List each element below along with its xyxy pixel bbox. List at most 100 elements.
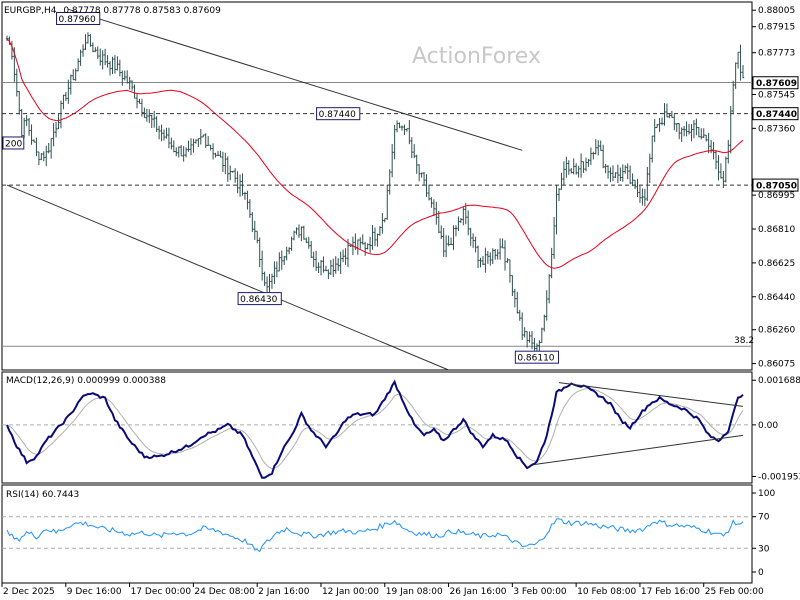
ohlc-bar [403, 124, 406, 135]
rsi-panel: RSI(14) 60.7443 100 70 30 0 [2, 489, 775, 578]
ohlc-bar [317, 262, 320, 274]
ohlc-bar [148, 109, 151, 124]
ohlc-bar [719, 163, 723, 179]
ohlc-bar [702, 128, 705, 139]
ohlc-bar [322, 256, 325, 273]
ohlc-bar [707, 132, 710, 154]
ohlc-bar [459, 218, 463, 223]
price-annotation: 200 [2, 136, 25, 150]
ohlc-bar [641, 188, 644, 206]
ohlc-bar [292, 230, 296, 241]
ohlc-bar [695, 118, 698, 136]
ohlc-bar [521, 312, 524, 340]
ohlc-bar [442, 227, 445, 257]
ohlc-bar [427, 184, 431, 201]
ohlc-bar [538, 340, 541, 352]
ohlc-bar [550, 247, 553, 279]
ohlc-bar [59, 100, 63, 129]
ohlc-bar [420, 172, 423, 178]
ohlc-bar [42, 151, 45, 162]
ohlc-bar [216, 150, 220, 157]
macd-panel: MACD(12,26,9) 0.000999 0.000388 0.001688 0… [2, 376, 800, 482]
ohlc-bar [361, 234, 364, 245]
ohlc-bar [121, 70, 124, 86]
ohlc-bar [324, 265, 328, 272]
ohlc-bar [40, 153, 43, 161]
ohlc-bar [533, 338, 536, 351]
ohlc-bar [332, 258, 335, 278]
ohlc-bar [206, 136, 210, 146]
ohlc-bar [251, 212, 254, 233]
ohlc-bar [126, 70, 129, 84]
ohlc-bar [584, 157, 588, 172]
price-tag-box [752, 178, 799, 192]
ohlc-bar [91, 42, 95, 53]
ohlc-bar [528, 331, 531, 343]
ohlc-bar [378, 226, 382, 236]
ohlc-bar [599, 140, 602, 151]
ohlc-bar [655, 124, 659, 129]
ohlc-bar [540, 327, 544, 344]
price-tick-label: 0.86810 [758, 225, 795, 235]
ohlc-bar [155, 116, 158, 133]
ohlc-bar [398, 122, 401, 129]
ohlc-bar [187, 140, 190, 152]
ohlc-bar [560, 172, 563, 190]
ohlc-bar [337, 258, 340, 271]
ohlc-bar [265, 276, 269, 292]
ohlc-bar [491, 248, 494, 265]
ohlc-values: 0.87778 0.87778 0.87583 0.87609 [63, 6, 221, 16]
ohlc-bar [182, 146, 185, 162]
ohlc-bar [525, 331, 529, 348]
ohlc-bar [511, 275, 514, 297]
macd-line [6, 379, 744, 479]
ohlc-bar [410, 137, 413, 159]
ohlc-bar [413, 144, 416, 159]
ohlc-bar [685, 121, 688, 137]
ohlc-bar [425, 174, 428, 197]
price-tag-label: 0.87609 [756, 79, 797, 89]
ohlc-bar [496, 249, 499, 260]
ohlc-bar [150, 114, 153, 128]
ohlc-bar [697, 126, 701, 138]
time-tick-label: 24 Dec 08:00 [194, 587, 255, 597]
ohlc-bar [135, 94, 139, 109]
ohlc-bar [543, 314, 546, 332]
ohlc-bar [604, 163, 607, 174]
ohlc-bar [229, 165, 232, 181]
time-tick-label: 19 Jan 08:00 [386, 587, 443, 597]
fib-label: 38.2 [734, 336, 754, 346]
ohlc-bar [565, 156, 568, 178]
watermark: ActionForex [412, 44, 541, 69]
ohlc-bar [57, 114, 60, 130]
ohlc-bar [400, 125, 404, 131]
ohlc-bar [86, 32, 90, 44]
ohlc-bar [675, 123, 678, 132]
ohlc-bar [717, 155, 720, 181]
ohlc-bar [614, 172, 617, 179]
ohlc-bar [346, 238, 350, 268]
ohlc-bar [199, 128, 203, 145]
ohlc-bar [444, 235, 448, 258]
ohlc-bar [508, 259, 512, 283]
ohlc-bar [471, 233, 475, 248]
ohlc-bar [440, 225, 443, 239]
ohlc-bar [736, 51, 740, 69]
ohlc-bar [722, 170, 725, 188]
ohlc-bar [89, 34, 92, 47]
ohlc-bar [143, 107, 146, 119]
annotation-text: 0.87440 [319, 110, 356, 120]
ohlc-bar [167, 127, 171, 149]
ohlc-bar [157, 125, 161, 140]
macd-tick-label: 0.00 [758, 421, 778, 431]
ohlc-bar [177, 146, 180, 158]
ohlc-bar [646, 166, 649, 202]
rsi-tick-label: 70 [758, 513, 770, 523]
ohlc-bar [651, 135, 654, 163]
ohlc-bar [567, 160, 571, 175]
time-tick-label: 25 Feb 00:00 [705, 587, 764, 597]
ohlc-bar [314, 250, 318, 271]
ohlc-bar [96, 46, 99, 59]
ohlc-bar [103, 48, 107, 66]
ohlc-bar [172, 140, 176, 153]
